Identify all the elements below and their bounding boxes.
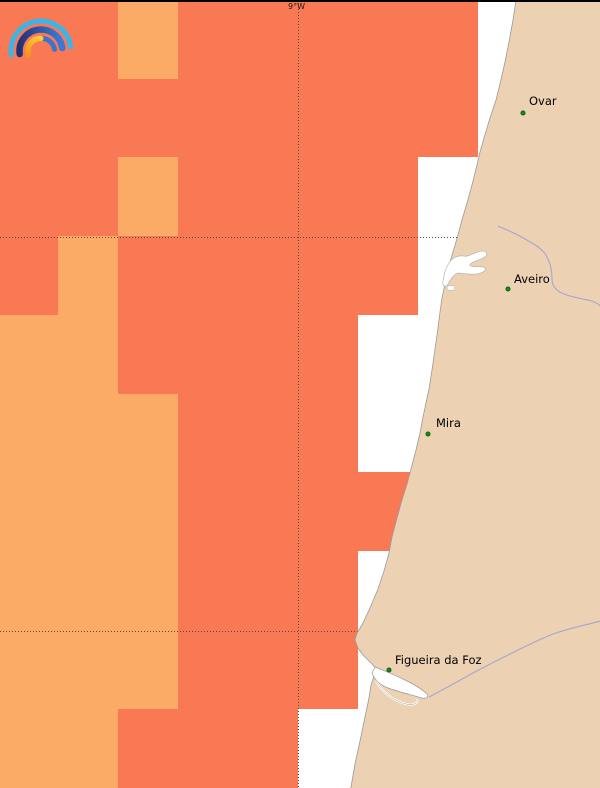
heat-cell <box>178 79 238 157</box>
city-label: Aveiro <box>514 272 550 286</box>
heat-cell <box>298 0 358 79</box>
heat-cell <box>0 394 58 472</box>
logo-outer-arc <box>8 18 74 58</box>
heat-cell <box>118 236 178 315</box>
map-top-border <box>0 0 600 2</box>
heat-cell <box>298 551 358 630</box>
heat-cell <box>298 157 358 236</box>
heat-cell <box>238 236 298 315</box>
parallel-gridline <box>0 237 600 238</box>
heat-cell <box>118 551 178 630</box>
heat-cell <box>298 472 358 551</box>
heat-cell <box>58 709 118 788</box>
city-dot <box>425 431 431 437</box>
heat-cell <box>0 315 58 394</box>
heat-cell <box>298 315 358 394</box>
heat-cell <box>238 472 298 551</box>
heat-cell <box>358 236 418 315</box>
heat-cell <box>238 79 298 157</box>
river-vouga <box>497 225 600 307</box>
heat-cell <box>118 394 178 472</box>
heat-cell <box>118 630 178 709</box>
city-dot <box>386 667 392 673</box>
heat-cell <box>178 472 238 551</box>
heat-cell <box>358 0 418 79</box>
heat-cell <box>0 709 58 788</box>
heat-cell <box>0 472 58 551</box>
river-mondego <box>428 620 600 698</box>
heat-cell <box>238 709 298 788</box>
heat-cell <box>58 551 118 630</box>
heat-cell <box>358 157 418 236</box>
heat-cell <box>358 79 418 157</box>
heat-cell <box>178 551 238 630</box>
city-label: Figueira da Foz <box>395 653 482 667</box>
mondego-estuary <box>371 666 429 699</box>
heat-cell <box>0 79 58 157</box>
heat-cell <box>298 630 358 709</box>
aveiro-lagoon <box>442 250 488 287</box>
city-dot <box>520 110 526 116</box>
heat-cell <box>178 236 238 315</box>
heat-cell <box>118 709 178 788</box>
heat-cell <box>58 236 118 315</box>
heat-cell <box>178 157 238 236</box>
heat-cell <box>178 315 238 394</box>
heat-cell <box>238 630 298 709</box>
city-dot <box>505 286 511 292</box>
heat-cell <box>238 394 298 472</box>
logo-inner-left-arc <box>25 35 44 58</box>
heat-cell <box>238 551 298 630</box>
heat-cell <box>178 394 238 472</box>
heat-cell <box>118 472 178 551</box>
aveiro-lagoon-islet <box>446 285 456 291</box>
heat-cell <box>58 630 118 709</box>
meridian-gridline <box>298 0 299 788</box>
heat-cell <box>58 79 118 157</box>
heat-cell <box>118 157 178 236</box>
logo-mid-arc <box>16 26 66 58</box>
mondego-estuary-channel-edge <box>375 680 418 705</box>
heat-cell <box>418 79 478 157</box>
heat-cell <box>298 236 358 315</box>
rainbow-weather-logo <box>8 18 74 58</box>
heat-cell <box>58 315 118 394</box>
land-polygon <box>350 0 600 788</box>
heat-cell <box>298 79 358 157</box>
heat-cell <box>58 394 118 472</box>
heat-cell <box>418 0 478 79</box>
heat-cell <box>0 630 58 709</box>
heat-cell <box>178 0 238 79</box>
heat-cell <box>58 472 118 551</box>
heat-cell <box>118 315 178 394</box>
parallel-gridline <box>0 631 600 632</box>
heat-cell <box>118 79 178 157</box>
heat-cell <box>298 394 358 472</box>
heat-cell <box>0 236 58 315</box>
heat-cell <box>238 0 298 79</box>
heat-cell <box>178 709 238 788</box>
heat-cell <box>238 315 298 394</box>
heat-cell <box>0 551 58 630</box>
heat-cell <box>0 157 58 236</box>
heat-cell <box>178 630 238 709</box>
heat-cell <box>58 157 118 236</box>
heat-cell <box>118 0 178 79</box>
city-label: Mira <box>436 416 461 430</box>
heat-cell <box>238 157 298 236</box>
city-label: Ovar <box>529 94 557 108</box>
meridian-label: 9°W <box>288 2 305 11</box>
